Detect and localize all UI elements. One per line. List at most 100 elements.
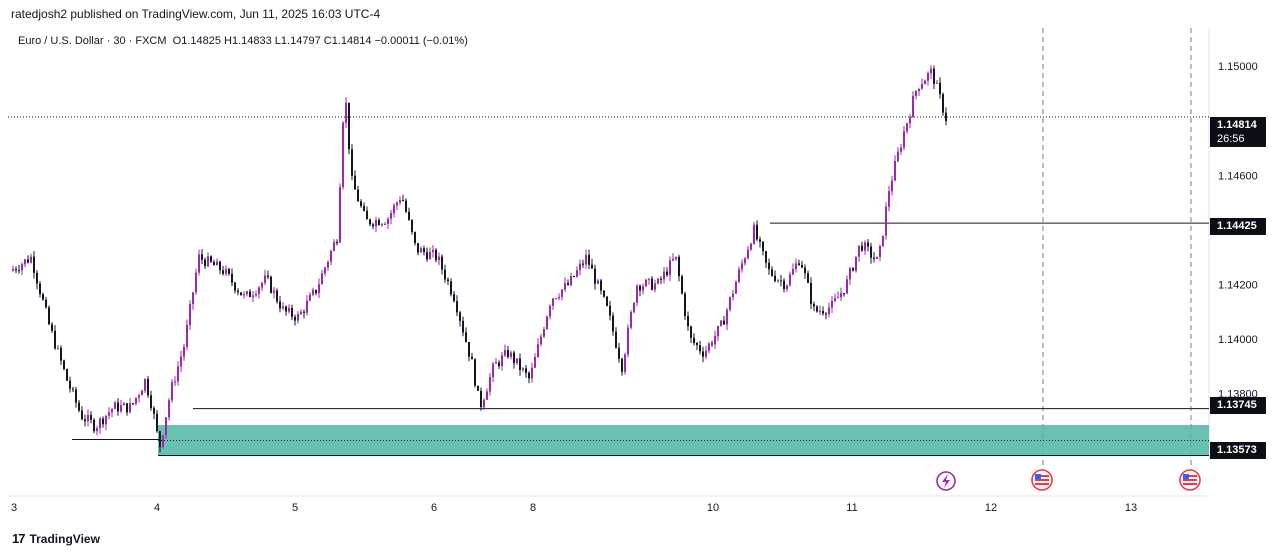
candle <box>531 362 533 383</box>
candle <box>573 275 575 278</box>
candle <box>582 259 584 268</box>
candle <box>708 341 710 354</box>
candle <box>435 248 437 263</box>
candle <box>54 325 56 350</box>
candle <box>375 216 377 232</box>
time-tick-label: 12 <box>985 502 997 514</box>
us-flag-icon[interactable] <box>1179 469 1201 491</box>
candle <box>207 252 209 268</box>
candle <box>921 78 923 90</box>
candle <box>345 97 347 129</box>
candle <box>324 266 326 277</box>
candle <box>195 268 197 295</box>
candle <box>180 350 182 372</box>
candle <box>732 289 734 301</box>
candle <box>264 269 266 286</box>
symbol-info: Euro / U.S. Dollar · 30 · FXCM O1.14825 … <box>18 35 468 47</box>
candle <box>189 300 191 330</box>
candle <box>117 398 119 416</box>
candle <box>321 270 323 285</box>
candle <box>99 416 101 434</box>
candle <box>849 266 851 285</box>
candle <box>327 260 329 271</box>
candle <box>408 207 410 222</box>
candle <box>438 252 440 266</box>
candle <box>642 283 644 295</box>
candle <box>822 306 824 316</box>
candle <box>429 247 431 260</box>
candle <box>168 397 170 421</box>
candle <box>774 270 776 283</box>
candle <box>879 244 881 262</box>
candle <box>252 291 254 303</box>
candle <box>606 295 608 307</box>
candle <box>831 295 833 313</box>
candle <box>861 241 863 252</box>
candle <box>669 256 671 281</box>
candle <box>738 266 740 284</box>
candle <box>576 266 578 278</box>
candle <box>513 350 515 369</box>
candle <box>858 245 860 262</box>
candle <box>675 256 677 261</box>
candle <box>81 406 83 421</box>
candle <box>366 206 368 220</box>
candle <box>603 290 605 298</box>
candle <box>744 257 746 266</box>
candle <box>300 309 302 315</box>
candle <box>579 259 581 276</box>
candle <box>762 240 764 256</box>
time-tick-label: 4 <box>154 502 160 514</box>
candle <box>768 258 770 275</box>
candle <box>942 92 944 116</box>
candle <box>789 271 791 287</box>
candle <box>609 300 611 321</box>
candle <box>147 376 149 398</box>
candle <box>411 219 413 235</box>
candle <box>219 260 221 275</box>
level-badge-upper: 1.14425 <box>1210 218 1266 235</box>
candle <box>519 353 521 376</box>
candle <box>456 295 458 317</box>
candle <box>363 202 365 212</box>
candle <box>105 415 107 431</box>
candle <box>672 253 674 262</box>
us-flag-icon[interactable] <box>1031 469 1053 491</box>
candle <box>66 368 68 382</box>
candle <box>90 411 92 424</box>
candle <box>249 288 251 298</box>
candle <box>480 387 482 411</box>
candle <box>138 393 140 403</box>
candle <box>153 406 155 420</box>
candle <box>825 311 827 320</box>
candle <box>258 286 260 299</box>
candle <box>243 291 245 299</box>
candle <box>915 90 917 100</box>
candle <box>501 351 503 371</box>
level-badge-lower: 1.13573 <box>1210 442 1266 459</box>
candle <box>912 91 914 118</box>
lightning-icon[interactable] <box>936 471 956 491</box>
candle <box>96 425 98 436</box>
tradingview-logo-icon: 17 <box>12 531 26 546</box>
candle <box>309 292 311 302</box>
candle <box>246 290 248 297</box>
candle <box>705 345 707 360</box>
candle <box>498 360 500 370</box>
candle <box>390 209 392 225</box>
candle <box>864 240 866 255</box>
candle <box>720 319 722 327</box>
candle <box>453 291 455 303</box>
candle <box>735 280 737 294</box>
candle <box>87 409 89 427</box>
candle <box>174 376 176 387</box>
candle <box>288 304 290 314</box>
candle <box>75 386 77 408</box>
symbol-name[interactable]: Euro / U.S. Dollar · 30 · FXCM <box>18 35 167 47</box>
tradingview-logo[interactable]: 17 TradingView <box>12 531 100 546</box>
candle <box>636 284 638 307</box>
candle <box>348 102 350 155</box>
candle <box>303 309 305 319</box>
candle <box>60 345 62 366</box>
